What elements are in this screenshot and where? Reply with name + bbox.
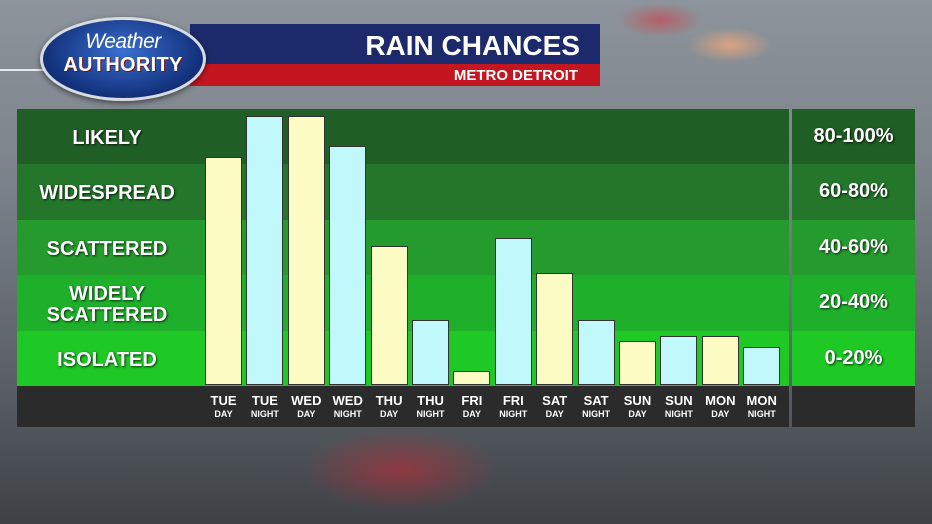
category-band-4 [17, 275, 197, 331]
category-band-3 [17, 220, 197, 276]
x-tick-day: FRI [461, 393, 483, 408]
x-tick-period: NIGHT [747, 409, 776, 419]
x-tick-day: SAT [542, 393, 568, 408]
x-tick-period: DAY [628, 409, 647, 419]
category-label: ISOLATED [57, 349, 157, 371]
bar-fri-day [453, 371, 491, 385]
chart-title: RAIN CHANCES [365, 30, 580, 61]
bar-sun-night [660, 336, 698, 385]
x-tick-day: FRI [502, 393, 524, 408]
x-tick-day: WED [291, 393, 322, 408]
category-band-1 [17, 109, 197, 165]
category-panel: LIKELY WIDESPREAD SCATTERED WIDELY SCATTERE… [17, 109, 197, 427]
bar-thu-night [412, 319, 449, 385]
logo-line1: Weather [85, 30, 161, 53]
x-tick-day: TUE [251, 393, 278, 408]
x-tick-day: TUE [210, 393, 237, 408]
x-tick-day: SAT [583, 393, 609, 408]
x-tick-day: WED [332, 393, 363, 408]
x-tick-day: MON [746, 393, 777, 408]
bar-fri-night [494, 238, 532, 385]
range-footer [792, 386, 915, 427]
range-label: 0-20% [824, 347, 883, 369]
logo-line2: AUTHORITY [63, 54, 183, 76]
category-label: WIDELY SCATTERED [46, 282, 168, 326]
range-band-1 [792, 109, 915, 165]
category-footer [17, 386, 197, 427]
title-band: RAIN CHANCES [190, 24, 600, 64]
x-tick-period: NIGHT [582, 409, 611, 419]
x-tick-period: NIGHT [333, 409, 362, 419]
bar-tue-day [205, 156, 242, 385]
category-label: LIKELY [72, 127, 142, 149]
category-band-2 [17, 164, 197, 220]
x-tick-period: DAY [545, 409, 564, 419]
category-label: WIDESPREAD [39, 182, 175, 204]
chart-band-4 [197, 275, 789, 331]
header-rule [0, 69, 46, 71]
range-label: 20-40% [819, 291, 888, 313]
category-band-5 [17, 331, 197, 386]
range-panel: 80-100% 60-80% 40-60% 20-40% 0-20% [792, 109, 915, 427]
x-tick-day: THU [417, 393, 444, 408]
chart-band-3 [197, 220, 789, 276]
x-tick-day: MON [705, 393, 736, 408]
x-tick-period: DAY [711, 409, 730, 419]
bar-wed-night [329, 145, 367, 385]
x-tick-period: DAY [462, 409, 481, 419]
range-label: 60-80% [819, 180, 888, 202]
weather-authority-logo: Weather AUTHORITY [40, 17, 206, 101]
x-tick-period: DAY [214, 409, 233, 419]
x-tick-period: NIGHT [664, 409, 693, 419]
x-tick-period: DAY [380, 409, 399, 419]
bar-wed-day [287, 115, 325, 385]
range-band-2 [792, 164, 915, 220]
chart-band-5 [197, 331, 789, 386]
bar-sat-day [536, 273, 574, 385]
x-tick-period: NIGHT [499, 409, 528, 419]
range-band-3 [792, 220, 915, 276]
x-tick-day: SUN [623, 393, 652, 408]
range-label: 80-100% [813, 125, 894, 147]
chart-band-1 [197, 109, 789, 165]
range-band-5 [792, 331, 915, 386]
x-tick-period: NIGHT [250, 409, 279, 419]
chart-band-2 [197, 164, 789, 220]
range-band-4 [792, 275, 915, 331]
chart-subtitle: METRO DETROIT [453, 67, 578, 84]
x-tick-day: THU [375, 393, 403, 408]
bar-mon-day [701, 336, 739, 385]
range-label: 40-60% [819, 236, 888, 258]
x-tick-period: DAY [297, 409, 316, 419]
x-tick-period: NIGHT [416, 409, 445, 419]
x-tick-day: SUN [665, 393, 693, 408]
subtitle-band: METRO DETROIT [190, 64, 600, 86]
bar-thu-day [370, 246, 408, 385]
chart-area [197, 109, 789, 427]
bar-sat-night [577, 319, 615, 385]
bar-mon-night [743, 346, 781, 385]
bar-tue-night [246, 115, 284, 385]
chart-footer [197, 386, 789, 427]
category-label: SCATTERED [46, 238, 168, 260]
bar-sun-day [619, 341, 656, 385]
